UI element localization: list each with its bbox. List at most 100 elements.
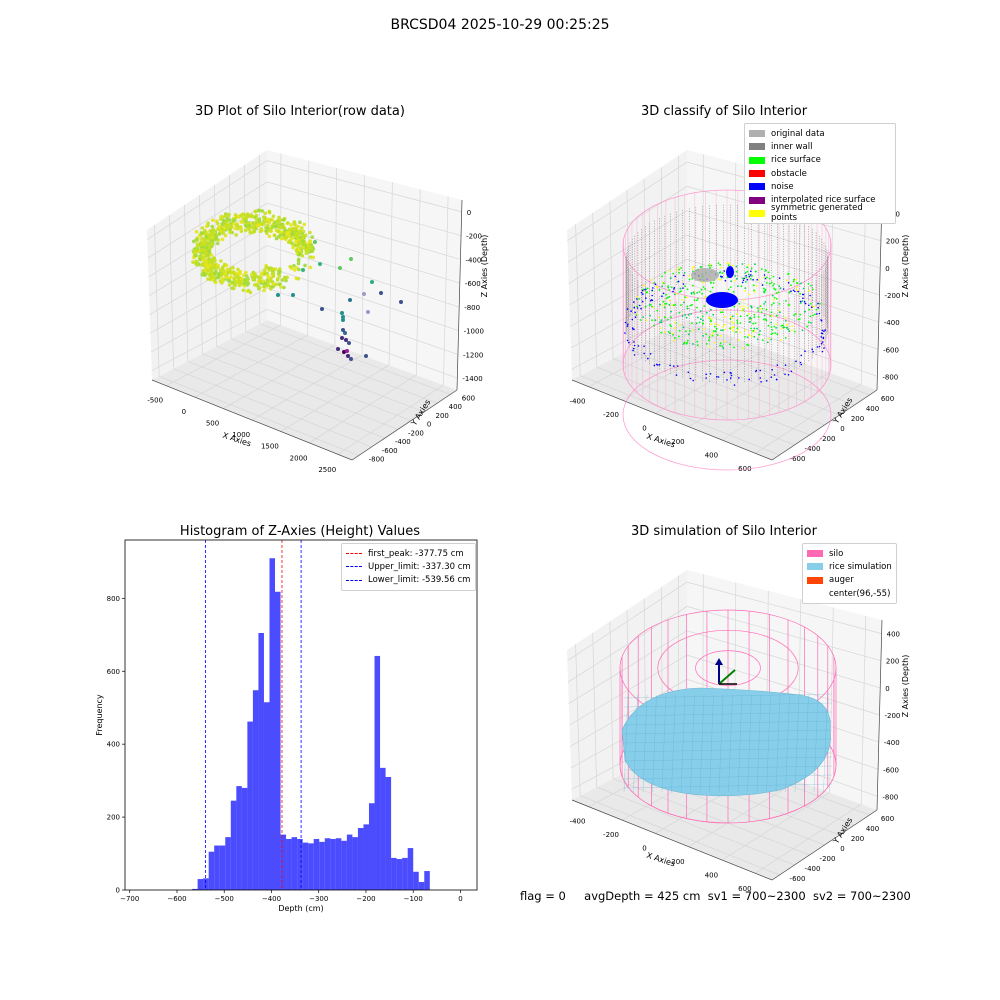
surface-point	[752, 284, 755, 287]
y-tick-label: -200	[820, 855, 836, 863]
surface-point	[673, 337, 676, 339]
raw-point	[204, 245, 209, 250]
surface-point	[739, 315, 742, 318]
legend-swatch	[807, 563, 823, 571]
z-axis-line	[876, 619, 883, 811]
surface-point	[729, 317, 732, 320]
auger-y-arrow	[718, 669, 736, 685]
surface-point	[697, 328, 700, 330]
raw-outlier-point	[341, 328, 345, 332]
surface-point	[810, 284, 812, 287]
y-axis-label: Frequency	[95, 694, 104, 736]
surface-point	[727, 262, 730, 265]
surface-point	[701, 315, 704, 318]
surface-point	[717, 324, 720, 327]
surface-point	[787, 328, 790, 331]
surface-point	[692, 329, 695, 332]
surface-point	[654, 319, 657, 322]
surface-point	[691, 303, 693, 306]
raw-point	[202, 255, 207, 260]
raw-data-3d-plot: -50005001000150020002500-800-600-400-200…	[147, 150, 489, 474]
histogram-bar	[197, 879, 204, 890]
raw-point	[309, 249, 314, 254]
z-tick-label: -1000	[464, 328, 484, 336]
legend-label: Upper_limit: -337.30 cm	[368, 561, 471, 572]
noise-point	[730, 374, 733, 377]
surface-point	[721, 311, 724, 314]
surface-point	[685, 342, 688, 345]
histogram-bar	[407, 848, 414, 890]
raw-outlier-point	[344, 338, 348, 342]
raw-point	[271, 267, 275, 272]
raw-point	[276, 229, 280, 233]
right-wall-pane	[267, 150, 462, 390]
noise-point	[821, 341, 824, 343]
surface-point	[719, 344, 721, 347]
raw-point	[257, 286, 262, 290]
noise-point	[820, 342, 823, 345]
surface-point	[708, 316, 710, 319]
surface-point	[672, 272, 675, 275]
surface-point	[669, 324, 671, 326]
surface-point	[754, 322, 757, 324]
z-gridline	[150, 287, 459, 355]
histogram-bar	[374, 655, 381, 890]
surface-point	[752, 322, 755, 325]
surface-point	[653, 324, 655, 327]
histogram-bar	[324, 838, 331, 890]
noise-point	[760, 381, 762, 383]
surface-point	[773, 296, 776, 299]
raw-point	[230, 270, 235, 275]
noise-point	[794, 290, 796, 293]
noise-point	[642, 293, 644, 295]
surface-point	[702, 319, 704, 322]
raw-point	[245, 212, 250, 217]
raw-point	[304, 248, 308, 252]
surface-point	[753, 316, 756, 319]
surface-point	[748, 334, 750, 337]
surface-point	[779, 287, 782, 290]
raw-outlier-point	[341, 318, 345, 322]
y-gridline	[154, 224, 359, 456]
rice-mesh-line	[623, 738, 833, 744]
raw-point	[264, 265, 269, 270]
rice-mesh-line	[633, 694, 638, 793]
surface-point	[770, 326, 773, 328]
noise-point	[633, 301, 635, 303]
surface-point	[664, 331, 666, 334]
raw-point	[209, 266, 213, 271]
histogram-bar	[241, 787, 248, 890]
raw-point	[292, 221, 297, 225]
surface-point	[651, 319, 653, 322]
x-tick-label: -200	[603, 411, 619, 419]
surface-point	[775, 327, 777, 329]
y-gridline	[575, 644, 780, 876]
raw-point	[254, 220, 258, 225]
histogram-bar	[363, 824, 369, 891]
histogram-bar	[263, 702, 270, 890]
rice-mesh-line	[766, 694, 771, 793]
raw-point	[285, 275, 290, 280]
surface-point	[696, 306, 698, 309]
surface-point	[636, 295, 639, 298]
raw-point	[256, 223, 261, 227]
z-gridline	[570, 283, 879, 350]
raw-point	[308, 240, 312, 245]
noise-point	[692, 379, 694, 382]
noise-point	[800, 363, 803, 366]
legend-swatch	[749, 209, 765, 217]
surface-point	[674, 321, 677, 324]
surface-point	[699, 318, 702, 321]
histogram-bar	[424, 871, 430, 890]
raw-point	[200, 231, 204, 235]
y-tick-label: 600	[881, 395, 894, 403]
surface-point	[733, 305, 736, 308]
surface-point	[819, 302, 821, 305]
surface-point	[670, 286, 673, 289]
surface-point	[808, 308, 811, 311]
surface-point	[686, 307, 689, 310]
raw-outlier-point	[320, 307, 324, 311]
noise-point	[824, 329, 826, 331]
z-axis-label: Z Axies (Depth)	[901, 235, 910, 298]
raw-point	[262, 285, 267, 289]
